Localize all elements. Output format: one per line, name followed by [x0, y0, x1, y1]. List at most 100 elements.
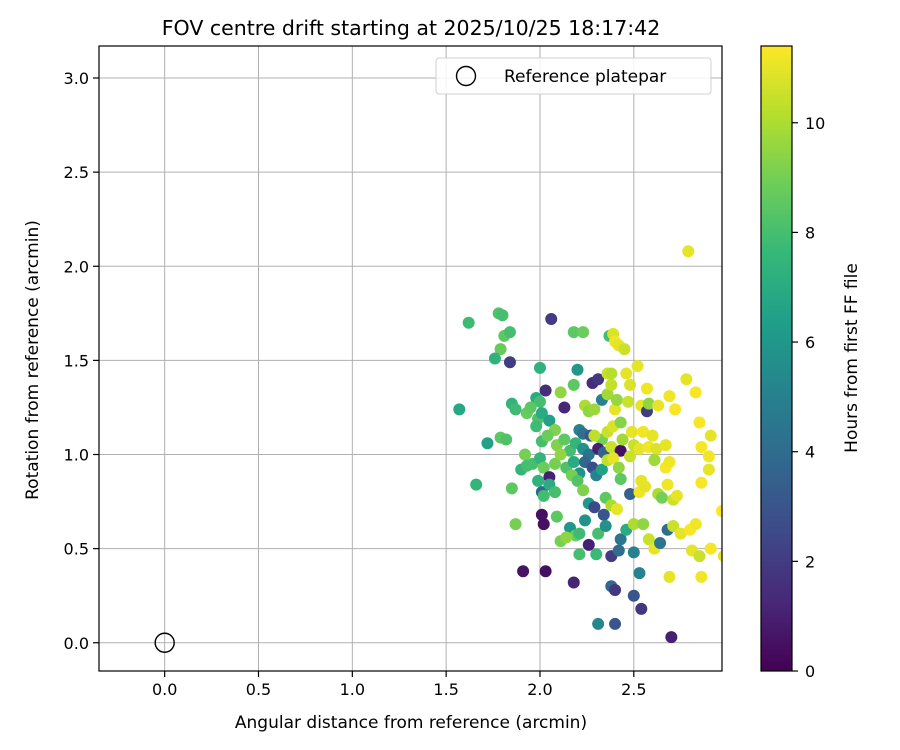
data-point	[505, 482, 518, 495]
colorbar-tick-label: 10	[805, 114, 825, 133]
data-point	[717, 550, 722, 562]
y-tick-label: 3.0	[64, 69, 89, 88]
data-point	[554, 386, 567, 399]
grid-lines	[99, 46, 722, 671]
data-point	[548, 457, 561, 470]
data-point	[716, 504, 722, 517]
data-point	[588, 501, 601, 514]
data-point	[567, 576, 580, 589]
data-point	[704, 429, 717, 442]
colorbar-tick-label: 8	[805, 223, 815, 242]
data-point	[573, 548, 586, 561]
data-point	[509, 518, 522, 531]
data-point	[462, 316, 475, 329]
data-point	[695, 570, 708, 583]
data-point	[620, 367, 633, 380]
data-point	[533, 452, 546, 465]
data-point	[633, 567, 646, 580]
data-point	[592, 527, 605, 540]
data-point	[642, 397, 655, 410]
colorbar-label: Hours from first FF file	[842, 263, 862, 453]
data-point	[605, 367, 618, 380]
data-point	[597, 508, 610, 521]
data-point	[481, 437, 494, 450]
data-point	[567, 456, 580, 469]
data-point	[665, 631, 678, 644]
data-point	[577, 326, 590, 339]
data-point	[500, 433, 513, 446]
data-point	[610, 393, 623, 406]
data-point	[517, 565, 530, 578]
data-point	[689, 386, 702, 399]
data-point	[663, 570, 676, 583]
data-point	[627, 589, 640, 602]
colorbar	[760, 45, 793, 672]
x-axis-ticks: 0.0 0.5 1.0 1.5 2.0 2.5	[152, 671, 647, 699]
data-point	[624, 378, 637, 391]
data-point	[535, 508, 548, 521]
colorbar-tick-label: 2	[805, 552, 815, 571]
data-point	[667, 520, 680, 533]
x-tick-label: 0.0	[152, 680, 177, 699]
data-point	[503, 356, 516, 369]
data-point	[609, 584, 622, 597]
data-point	[520, 459, 533, 472]
data-point	[601, 388, 614, 401]
data-point	[582, 538, 595, 551]
data-point	[488, 352, 501, 365]
y-tick-label: 2.0	[64, 257, 89, 276]
data-point	[639, 480, 652, 493]
reference-platepar-marker	[154, 632, 175, 653]
data-point	[560, 531, 573, 544]
data-point	[663, 456, 676, 469]
data-point	[588, 403, 601, 416]
data-point	[539, 384, 552, 397]
data-point	[702, 450, 715, 463]
data-point	[533, 395, 546, 408]
data-point	[550, 510, 563, 523]
data-point	[702, 463, 715, 476]
data-point	[595, 463, 608, 476]
data-point	[530, 420, 543, 433]
data-point	[558, 433, 571, 446]
data-point	[633, 442, 646, 455]
data-point	[537, 489, 550, 502]
legend-marker-reference	[455, 65, 477, 87]
data-point	[637, 518, 650, 531]
data-point	[674, 527, 687, 540]
data-point	[541, 429, 554, 442]
data-point	[535, 407, 548, 420]
colorbar-ticks: 0 2 4 6 8 10	[792, 114, 825, 681]
data-point	[693, 550, 706, 563]
data-point	[682, 245, 695, 258]
x-axis-label: Angular distance from reference (arcmin)	[235, 713, 587, 733]
data-point	[616, 433, 629, 446]
data-point	[496, 309, 509, 322]
data-point	[607, 452, 620, 465]
data-point	[532, 474, 545, 487]
data-point	[548, 486, 561, 499]
data-points	[453, 245, 722, 644]
data-point	[624, 450, 637, 463]
data-point	[453, 403, 466, 416]
data-point	[571, 363, 584, 376]
data-point	[567, 326, 580, 339]
data-point	[605, 440, 618, 453]
data-point	[588, 429, 601, 442]
data-point	[592, 617, 605, 630]
data-point	[537, 518, 550, 531]
y-tick-label: 1.0	[64, 446, 89, 465]
data-point	[618, 343, 631, 356]
data-point	[518, 448, 531, 461]
data-point	[689, 518, 702, 531]
data-point	[590, 548, 603, 561]
data-point	[695, 476, 708, 489]
data-point	[693, 416, 706, 429]
data-point	[579, 514, 592, 527]
data-point	[614, 444, 627, 457]
data-point	[650, 442, 663, 455]
data-point	[661, 478, 674, 491]
colorbar-tick-label: 0	[805, 662, 815, 681]
data-point	[592, 373, 605, 386]
data-point	[567, 378, 580, 391]
